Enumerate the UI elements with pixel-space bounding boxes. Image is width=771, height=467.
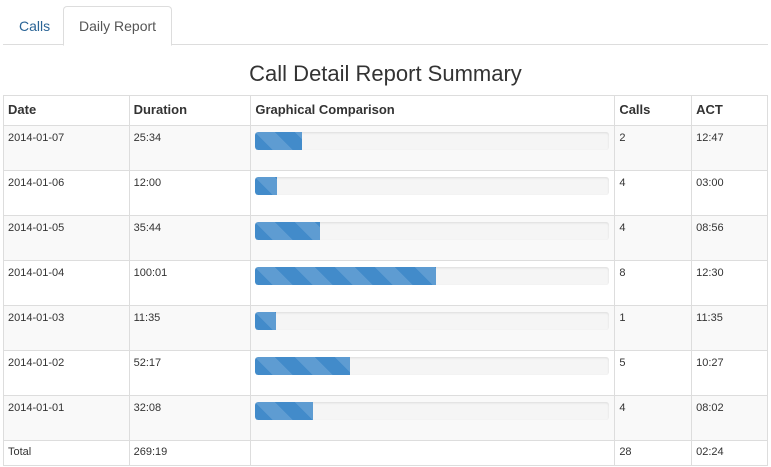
cell-act: 08:02 (691, 395, 768, 441)
cell-duration: 35:44 (128, 215, 252, 261)
total-label: Total (3, 440, 130, 466)
progress-bar (255, 402, 314, 420)
page-title: Call Detail Report Summary (249, 61, 522, 86)
table-row: 2014-01-04 100:01 8 12:30 (3, 260, 768, 306)
cell-graph (250, 125, 616, 171)
progress-track (255, 132, 610, 150)
cell-date: 2014-01-02 (3, 350, 130, 396)
tab-daily-report[interactable]: Daily Report (63, 6, 173, 46)
progress-bar (255, 267, 436, 285)
cell-calls: 2 (614, 125, 693, 171)
header-date: Date (3, 95, 130, 126)
cell-duration: 100:01 (128, 260, 252, 306)
report-table: Date Duration Graphical Comparison Calls… (3, 95, 768, 466)
progress-track (255, 312, 610, 330)
cell-date: 2014-01-06 (3, 170, 130, 216)
progress-track (255, 177, 610, 195)
cell-graph (250, 395, 616, 441)
table-total-row: Total 269:19 28 02:24 (3, 440, 768, 466)
table-header-row: Date Duration Graphical Comparison Calls… (3, 95, 768, 126)
progress-bar (255, 177, 277, 195)
cell-date: 2014-01-07 (3, 125, 130, 171)
cell-calls: 4 (614, 395, 693, 441)
progress-bar (255, 222, 320, 240)
cell-graph (250, 260, 616, 306)
cell-calls: 5 (614, 350, 693, 396)
cell-act: 08:56 (691, 215, 768, 261)
table-row: 2014-01-01 32:08 4 08:02 (3, 395, 768, 441)
cell-calls: 8 (614, 260, 693, 306)
progress-bar (255, 132, 302, 150)
total-graph-empty (250, 440, 616, 466)
cell-date: 2014-01-03 (3, 305, 130, 351)
cell-calls: 4 (614, 170, 693, 216)
cell-act: 11:35 (691, 305, 768, 351)
tab-calls[interactable]: Calls (19, 18, 51, 34)
progress-track (255, 267, 610, 285)
cell-calls: 4 (614, 215, 693, 261)
table-row: 2014-01-06 12:00 4 03:00 (3, 170, 768, 216)
progress-bar (255, 357, 350, 375)
header-act: ACT (691, 95, 768, 126)
table-row: 2014-01-05 35:44 4 08:56 (3, 215, 768, 261)
cell-date: 2014-01-01 (3, 395, 130, 441)
total-act: 02:24 (691, 440, 768, 466)
cell-graph (250, 170, 616, 216)
cell-graph (250, 215, 616, 261)
header-graphical-comparison: Graphical Comparison (250, 95, 616, 126)
cell-duration: 25:34 (128, 125, 252, 171)
table-row: 2014-01-03 11:35 1 11:35 (3, 305, 768, 351)
tab-bar: Calls Daily Report (3, 6, 768, 46)
cell-date: 2014-01-05 (3, 215, 130, 261)
total-calls: 28 (614, 440, 693, 466)
cell-duration: 52:17 (128, 350, 252, 396)
cell-act: 12:47 (691, 125, 768, 171)
cell-duration: 11:35 (128, 305, 252, 351)
progress-track (255, 402, 610, 420)
total-duration: 269:19 (128, 440, 252, 466)
cell-calls: 1 (614, 305, 693, 351)
progress-track (255, 222, 610, 240)
progress-track (255, 357, 610, 375)
table-row: 2014-01-02 52:17 5 10:27 (3, 350, 768, 396)
cell-act: 12:30 (691, 260, 768, 306)
table-row: 2014-01-07 25:34 2 12:47 (3, 125, 768, 171)
cell-act: 03:00 (691, 170, 768, 216)
cell-duration: 32:08 (128, 395, 252, 441)
cell-duration: 12:00 (128, 170, 252, 216)
cell-act: 10:27 (691, 350, 768, 396)
cell-date: 2014-01-04 (3, 260, 130, 306)
cell-graph (250, 305, 616, 351)
cell-graph (250, 350, 616, 396)
header-calls: Calls (614, 95, 693, 126)
progress-bar (255, 312, 277, 330)
header-duration: Duration (128, 95, 252, 126)
